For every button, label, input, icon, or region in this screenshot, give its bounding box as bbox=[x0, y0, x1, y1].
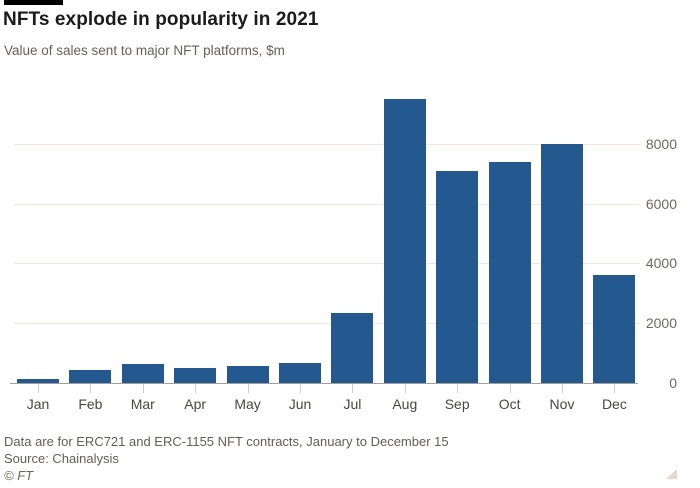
x-tick-dec bbox=[614, 384, 616, 393]
bar-nov bbox=[541, 143, 583, 383]
bar-jul bbox=[331, 313, 374, 383]
x-axis-label-nov: Nov bbox=[549, 396, 575, 412]
x-tick-mar bbox=[142, 384, 144, 393]
footnote: Data are for ERC721 and ERC-1155 NFT con… bbox=[4, 434, 449, 449]
bar-apr bbox=[174, 368, 217, 383]
x-axis-label-oct: Oct bbox=[498, 396, 521, 412]
x-axis-label-sep: Sep bbox=[444, 396, 470, 412]
gridline-6000 bbox=[14, 203, 640, 205]
x-tick-aug bbox=[404, 384, 406, 393]
x-axis-label-dec: Dec bbox=[601, 396, 627, 412]
x-axis-label-apr: Apr bbox=[184, 396, 207, 412]
y-axis-label-2000: 2000 bbox=[645, 315, 677, 332]
copyright-line: © FT bbox=[4, 468, 34, 483]
chart-subtitle: Value of sales sent to major NFT platfor… bbox=[4, 43, 285, 58]
x-axis-label-aug: Aug bbox=[392, 396, 418, 412]
y-axis-label-4000: 4000 bbox=[645, 255, 677, 272]
x-tick-may bbox=[247, 384, 249, 393]
x-tick-nov bbox=[562, 384, 563, 393]
source-line: Source: Chainalysis bbox=[4, 451, 119, 466]
x-axis-label-feb: Feb bbox=[78, 396, 103, 412]
bar-jun bbox=[279, 362, 321, 383]
x-tick-jul bbox=[352, 384, 354, 393]
bar-feb bbox=[69, 370, 112, 383]
x-tick-feb bbox=[90, 384, 92, 393]
bar-sep bbox=[436, 170, 479, 383]
gridline-2000 bbox=[14, 323, 640, 325]
gridline-8000 bbox=[14, 143, 640, 145]
resize-handle-triangle bbox=[666, 469, 677, 479]
x-axis-baseline bbox=[10, 383, 638, 384]
y-axis-label-6000: 6000 bbox=[645, 195, 677, 212]
bar-oct bbox=[488, 162, 531, 383]
bar-jan bbox=[17, 379, 59, 383]
chart-footer: Data are for ERC721 and ERC-1155 NFT con… bbox=[4, 433, 449, 484]
x-tick-jun bbox=[300, 384, 301, 393]
y-axis-label-8000: 8000 bbox=[645, 135, 677, 152]
x-axis-label-mar: Mar bbox=[130, 396, 155, 412]
x-axis-label-jun: Jun bbox=[288, 396, 312, 412]
y-axis-label-0: 0 bbox=[669, 375, 677, 391]
chart-title: NFTs explode in popularity in 2021 bbox=[3, 9, 319, 30]
brand-bar bbox=[4, 0, 63, 5]
gridline-4000 bbox=[14, 263, 640, 265]
bar-may bbox=[226, 365, 269, 383]
x-tick-jan bbox=[38, 384, 39, 393]
bar-aug bbox=[383, 98, 426, 383]
x-axis-label-may: May bbox=[234, 396, 261, 412]
x-axis-label-jan: Jan bbox=[26, 396, 50, 412]
bar-mar bbox=[121, 363, 164, 383]
x-tick-apr bbox=[195, 384, 197, 393]
x-axis-label-jul: Jul bbox=[343, 396, 362, 412]
bar-dec bbox=[593, 274, 636, 383]
x-tick-oct bbox=[509, 384, 511, 393]
x-tick-sep bbox=[457, 384, 459, 393]
